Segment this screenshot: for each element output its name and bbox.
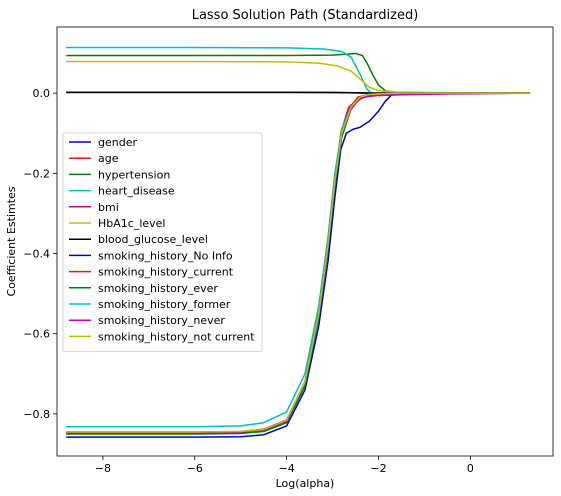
legend-entry: blood_glucose_level <box>98 233 208 246</box>
series-line-smoking-history-not-current <box>66 92 531 433</box>
x-tick-label: −6 <box>187 462 203 475</box>
y-tick-label: −0.6 <box>23 328 50 341</box>
y-tick-label: −0.2 <box>23 167 50 180</box>
series-line-blood-glucose-level <box>66 91 531 94</box>
legend-entry: smoking_history_ever <box>98 282 218 295</box>
x-tick-label: −4 <box>279 462 295 475</box>
x-axis: −8 −6 −4 −2 0 <box>95 456 474 475</box>
legend-entry: heart_disease <box>98 185 175 198</box>
y-tick-label: −0.4 <box>23 248 50 261</box>
chart-title: Lasso Solution Path (Standardized) <box>192 8 419 23</box>
legend-entry: bmi <box>98 201 119 214</box>
x-tick-label: −2 <box>370 462 386 475</box>
y-axis-label: Coefficient Estimtes <box>5 186 18 296</box>
x-tick-label: 0 <box>467 462 474 475</box>
legend-entry: gender <box>98 136 137 149</box>
plot-frame <box>56 26 554 457</box>
y-axis: −0.8 −0.6 −0.4 −0.2 0.0 <box>23 87 57 421</box>
y-tick-label: −0.8 <box>23 408 50 421</box>
y-tick-label: 0.0 <box>33 87 51 100</box>
series-line-hypertension <box>66 52 531 94</box>
x-tick-label: −8 <box>95 462 111 475</box>
legend-entry: HbA1c_level <box>98 217 165 230</box>
series-line-heart-disease <box>66 46 531 94</box>
legend-box <box>62 132 263 353</box>
legend-entry: smoking_history_former <box>98 298 231 311</box>
legend-entry: smoking_history_current <box>98 266 234 279</box>
x-axis-label: Log(alpha) <box>276 477 335 490</box>
series-line-smoking-history-no-info <box>66 92 531 438</box>
legend-entry: age <box>98 152 119 165</box>
legend-entry: smoking_history_No Info <box>98 249 233 262</box>
plot-area <box>66 46 531 438</box>
series-line-hba1c-level <box>66 60 531 94</box>
legend-entry: smoking_history_not current <box>98 330 255 343</box>
legend-entry: smoking_history_never <box>98 314 225 327</box>
legend-entry: hypertension <box>98 168 170 181</box>
